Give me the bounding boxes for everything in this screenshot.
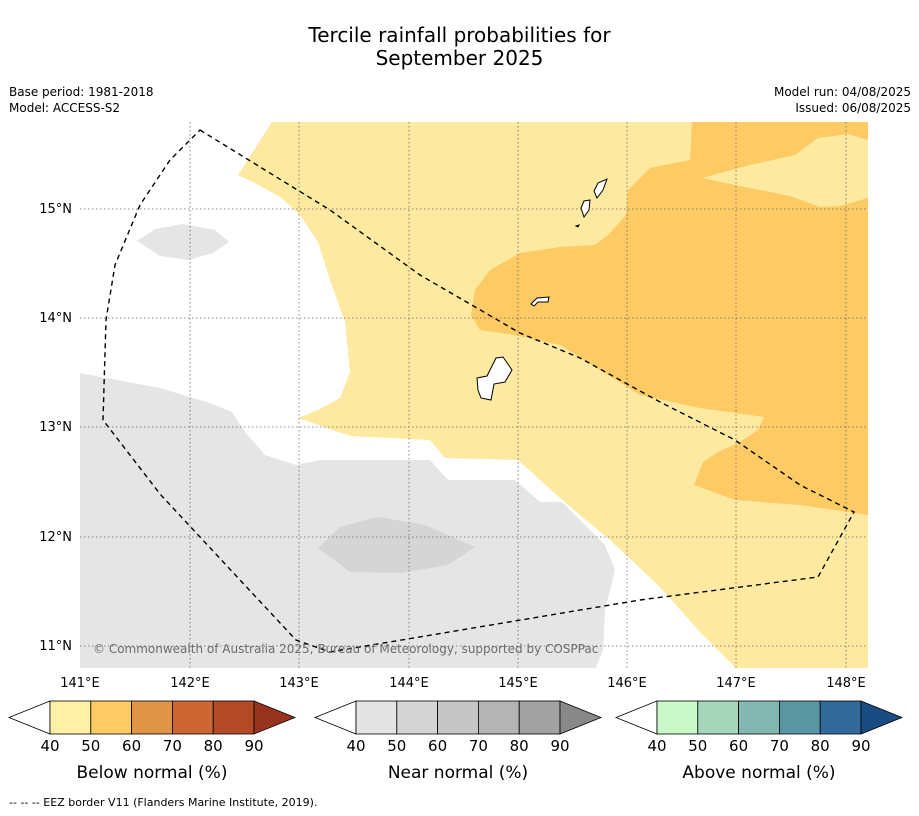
colorbar-low-extend bbox=[7, 700, 51, 735]
colorbar-low-extend bbox=[614, 700, 658, 735]
colorbar-tick-label: 40 bbox=[40, 737, 59, 755]
colorbar-3: 40 50 60 70 80 90 Above normal (%) bbox=[614, 700, 904, 783]
below-normal-50-region bbox=[471, 122, 868, 515]
island-guam bbox=[476, 356, 513, 401]
lon-label-144e: 144°E bbox=[389, 676, 429, 691]
lon-label-147e: 147°E bbox=[716, 676, 756, 691]
lon-label-142e: 142°E bbox=[170, 676, 210, 691]
lon-label-141e: 141°E bbox=[60, 676, 100, 691]
colorbar-segment bbox=[355, 700, 398, 735]
colorbar-high-extend bbox=[559, 700, 603, 735]
map-title-line2: September 2025 bbox=[375, 46, 544, 70]
colorbar-segment bbox=[396, 700, 438, 735]
map-title-line1: Tercile rainfall probabilities for bbox=[308, 23, 611, 47]
colorbar-segment bbox=[656, 700, 699, 735]
colorbar-label: Near normal (%) bbox=[388, 763, 528, 783]
colorbar-high-extend bbox=[860, 700, 904, 735]
colorbars: 40 50 60 70 80 90 Below normal (%) 40 50 60 70 80 90… bbox=[7, 700, 904, 783]
island-aguijan bbox=[574, 224, 580, 228]
colorbar-tick-label: 80 bbox=[510, 737, 529, 755]
lat-label-11n: 11°N bbox=[39, 639, 72, 654]
below-normal-40-inner-region bbox=[702, 134, 868, 207]
colorbar-segment bbox=[477, 700, 520, 735]
longitude-labels: 141°E 142°E 143°E 144°E 145°E 146°E 147°… bbox=[60, 676, 866, 691]
colorbar-tick-label: 40 bbox=[346, 737, 365, 755]
lat-label-13n: 13°N bbox=[39, 420, 72, 435]
colorbar-tick-label: 90 bbox=[550, 737, 569, 755]
colorbar-tick-label: 70 bbox=[163, 737, 182, 755]
colorbar-tick-label: 50 bbox=[688, 737, 707, 755]
colorbar-segment bbox=[131, 700, 173, 735]
colorbar-tick-label: 40 bbox=[647, 737, 666, 755]
colorbar-label: Above normal (%) bbox=[682, 763, 835, 783]
near-normal-50-region bbox=[318, 517, 475, 573]
colorbar-segment bbox=[738, 700, 780, 735]
model-name: Model: ACCESS-S2 bbox=[9, 101, 121, 115]
colorbar-1: 40 50 60 70 80 90 Below normal (%) bbox=[7, 700, 297, 783]
colorbar-tick-label: 50 bbox=[387, 737, 406, 755]
colorbar-tick-label: 90 bbox=[244, 737, 263, 755]
colorbar-tick-label: 90 bbox=[851, 737, 870, 755]
model-run: Model run: 04/08/2025 bbox=[773, 85, 911, 99]
island-saipan bbox=[593, 178, 608, 199]
issued-date: Issued: 06/08/2025 bbox=[795, 101, 911, 115]
near-normal-40-small-region bbox=[137, 224, 229, 260]
island-tinian bbox=[580, 199, 591, 219]
lat-label-12n: 12°N bbox=[39, 530, 72, 545]
colorbar-2: 40 50 60 70 80 90 Near normal (%) bbox=[313, 700, 603, 783]
colorbar-segment bbox=[49, 700, 92, 735]
colorbar-tick-label: 80 bbox=[204, 737, 223, 755]
eez-border bbox=[102, 129, 855, 653]
near-normal-40-region bbox=[80, 373, 615, 668]
colorbar-segment bbox=[90, 700, 133, 735]
colorbar-segment bbox=[437, 700, 479, 735]
latitude-labels: 15°N 14°N 13°N 12°N 11°N bbox=[39, 202, 72, 654]
base-period: Base period: 1981-2018 bbox=[9, 85, 154, 99]
lon-label-148e: 148°E bbox=[826, 676, 866, 691]
islands bbox=[476, 178, 608, 401]
map-gridlines bbox=[80, 122, 868, 668]
lat-label-14n: 14°N bbox=[39, 311, 72, 326]
colorbar-segment bbox=[171, 700, 214, 735]
colorbar-label: Below normal (%) bbox=[77, 763, 228, 783]
colorbar-low-extend bbox=[313, 700, 357, 735]
colorbar-tick-label: 60 bbox=[122, 737, 141, 755]
lat-label-15n: 15°N bbox=[39, 202, 72, 217]
lon-label-146e: 146°E bbox=[607, 676, 647, 691]
colorbar-tick-label: 70 bbox=[770, 737, 789, 755]
colorbar-tick-label: 60 bbox=[729, 737, 748, 755]
colorbar-segment bbox=[697, 700, 739, 735]
colorbar-tick-label: 60 bbox=[428, 737, 447, 755]
colorbar-high-extend bbox=[253, 700, 297, 735]
lon-label-143e: 143°E bbox=[279, 676, 319, 691]
island-rota bbox=[530, 296, 550, 307]
colorbar-segment bbox=[212, 700, 255, 735]
colorbar-segment bbox=[819, 700, 862, 735]
map-copyright: © Commonwealth of Australia 2025, Bureau… bbox=[93, 642, 598, 656]
lon-label-145e: 145°E bbox=[498, 676, 538, 691]
eez-footnote: -- -- -- EEZ border V11 (Flanders Marine… bbox=[9, 796, 318, 809]
colorbar-tick-label: 50 bbox=[81, 737, 100, 755]
colorbar-tick-label: 70 bbox=[469, 737, 488, 755]
probability-map bbox=[80, 122, 868, 668]
colorbar-tick-label: 80 bbox=[811, 737, 830, 755]
colorbar-segment bbox=[518, 700, 561, 735]
colorbar-segment bbox=[779, 700, 821, 735]
